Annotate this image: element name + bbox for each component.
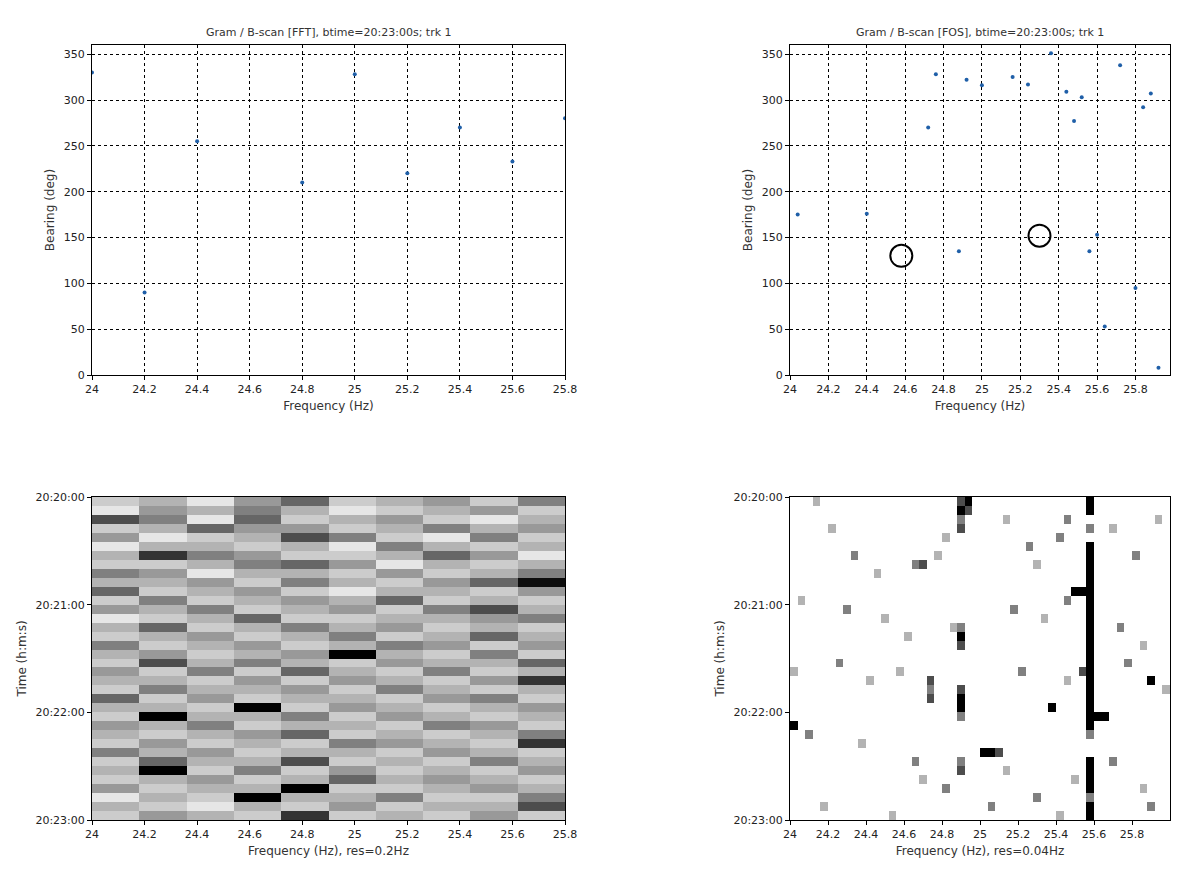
- svg-text:150: 150: [64, 231, 85, 244]
- svg-text:24.2: 24.2: [132, 828, 157, 841]
- svg-text:25.4: 25.4: [1046, 383, 1071, 396]
- svg-text:20:22:00: 20:22:00: [733, 706, 782, 719]
- svg-text:25: 25: [348, 383, 362, 396]
- svg-text:Frequency (Hz), res=0.2Hz: Frequency (Hz), res=0.2Hz: [248, 844, 409, 858]
- svg-text:350: 350: [64, 48, 85, 61]
- svg-text:25.8: 25.8: [553, 383, 578, 396]
- svg-text:20:20:00: 20:20:00: [35, 491, 84, 504]
- svg-text:25.4: 25.4: [448, 828, 473, 841]
- svg-text:24.2: 24.2: [132, 383, 157, 396]
- svg-text:300: 300: [762, 94, 783, 107]
- svg-text:24.2: 24.2: [816, 828, 841, 841]
- svg-text:25.6: 25.6: [1085, 383, 1110, 396]
- svg-text:25.6: 25.6: [500, 828, 525, 841]
- svg-text:25.8: 25.8: [1123, 383, 1148, 396]
- svg-text:0: 0: [78, 369, 85, 382]
- svg-text:24.4: 24.4: [854, 828, 879, 841]
- svg-text:25: 25: [348, 828, 362, 841]
- svg-text:100: 100: [64, 277, 85, 290]
- svg-text:Bearing (deg): Bearing (deg): [43, 169, 57, 251]
- svg-text:50: 50: [71, 323, 85, 336]
- svg-text:Bearing (deg): Bearing (deg): [741, 169, 755, 251]
- svg-text:Frequency (Hz), res=0.04Hz: Frequency (Hz), res=0.04Hz: [896, 844, 1065, 858]
- svg-text:150: 150: [762, 231, 783, 244]
- svg-text:25.2: 25.2: [395, 828, 420, 841]
- svg-text:Gram / B-scan [FFT], btime=20:: Gram / B-scan [FFT], btime=20:23:00s; tr…: [206, 26, 452, 39]
- svg-text:Frequency (Hz): Frequency (Hz): [935, 399, 1026, 413]
- svg-text:24.6: 24.6: [893, 383, 918, 396]
- svg-text:24: 24: [85, 828, 99, 841]
- svg-text:Time (h:m:s): Time (h:m:s): [713, 620, 727, 697]
- svg-text:24.6: 24.6: [892, 828, 917, 841]
- svg-text:24.8: 24.8: [290, 828, 315, 841]
- svg-text:25: 25: [973, 828, 987, 841]
- svg-text:25.6: 25.6: [1082, 828, 1107, 841]
- svg-text:20:22:00: 20:22:00: [35, 706, 84, 719]
- svg-text:25.2: 25.2: [1008, 383, 1033, 396]
- svg-text:100: 100: [762, 277, 783, 290]
- svg-text:200: 200: [64, 186, 85, 199]
- svg-text:24.2: 24.2: [816, 383, 841, 396]
- svg-text:24: 24: [783, 383, 797, 396]
- svg-text:Gram / B-scan [FOS], btime=20:: Gram / B-scan [FOS], btime=20:23:00s; tr…: [856, 26, 1104, 39]
- svg-text:0: 0: [776, 369, 783, 382]
- svg-text:Time (h:m:s): Time (h:m:s): [15, 620, 29, 697]
- svg-text:25.8: 25.8: [1120, 828, 1145, 841]
- svg-text:24.6: 24.6: [237, 383, 261, 396]
- svg-text:25.4: 25.4: [1044, 828, 1069, 841]
- svg-text:50: 50: [769, 323, 783, 336]
- svg-text:24.4: 24.4: [185, 828, 210, 841]
- svg-text:24.8: 24.8: [931, 383, 956, 396]
- svg-text:25.8: 25.8: [553, 828, 578, 841]
- svg-text:250: 250: [64, 140, 85, 153]
- svg-text:24.4: 24.4: [855, 383, 880, 396]
- svg-text:20:21:00: 20:21:00: [35, 599, 84, 612]
- svg-text:24.8: 24.8: [930, 828, 955, 841]
- svg-text:24: 24: [85, 383, 99, 396]
- svg-text:350: 350: [762, 48, 783, 61]
- svg-text:25.6: 25.6: [500, 383, 525, 396]
- svg-text:20:23:00: 20:23:00: [35, 814, 84, 827]
- svg-text:25: 25: [975, 383, 989, 396]
- svg-text:25.4: 25.4: [448, 383, 473, 396]
- svg-text:25.2: 25.2: [395, 383, 420, 396]
- svg-text:300: 300: [64, 94, 85, 107]
- svg-text:20:23:00: 20:23:00: [733, 814, 782, 827]
- svg-text:24: 24: [783, 828, 797, 841]
- svg-text:20:20:00: 20:20:00: [733, 491, 782, 504]
- svg-text:250: 250: [762, 140, 783, 153]
- svg-text:24.8: 24.8: [290, 383, 315, 396]
- svg-text:20:21:00: 20:21:00: [733, 599, 782, 612]
- svg-text:200: 200: [762, 186, 783, 199]
- svg-text:25.2: 25.2: [1006, 828, 1031, 841]
- svg-text:Frequency (Hz): Frequency (Hz): [283, 399, 374, 413]
- svg-text:24.4: 24.4: [185, 383, 210, 396]
- svg-text:24.6: 24.6: [237, 828, 261, 841]
